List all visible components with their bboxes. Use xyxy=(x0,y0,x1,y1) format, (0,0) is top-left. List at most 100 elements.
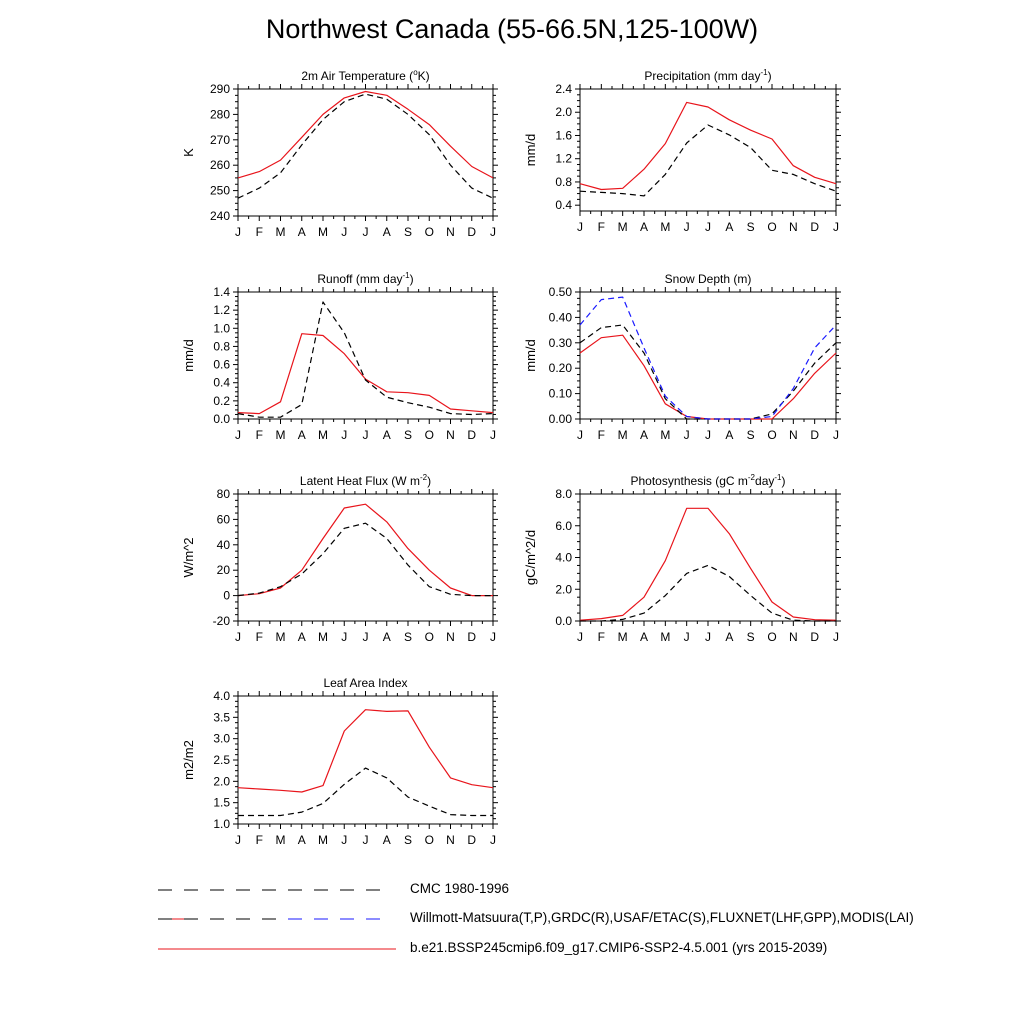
x-tick-label: S xyxy=(747,630,755,644)
series-line-dashed-black xyxy=(238,767,493,817)
page-title: Northwest Canada (55-66.5N,125-100W) xyxy=(265,14,759,44)
x-tick-label: J xyxy=(490,428,496,442)
x-tick-label: A xyxy=(640,220,648,234)
series-line-solid-red xyxy=(237,90,494,179)
plot-frame xyxy=(237,695,494,825)
x-tick-label: A xyxy=(298,428,306,442)
chart-title: Latent Heat Flux (W m-2) xyxy=(300,473,431,488)
x-tick-label: J xyxy=(490,833,496,847)
x-tick-label: O xyxy=(767,428,776,442)
x-tick-label: A xyxy=(298,833,306,847)
x-tick-label: J xyxy=(363,630,369,644)
series-line-dashed-black xyxy=(237,93,494,199)
chart-precipitation-mm-day: J F M A M J J A S O N D J0.40.81.21.62.02.4Precipita… xyxy=(523,68,841,234)
x-tick-label: J xyxy=(684,630,690,644)
y-tick-label: 4.0 xyxy=(555,551,572,565)
plot-frame xyxy=(237,493,494,622)
x-tick-label: O xyxy=(767,220,776,234)
x-tick-label: A xyxy=(725,220,733,234)
x-tick-label: J xyxy=(235,833,241,847)
series-line-solid-red xyxy=(237,333,494,415)
y-tick-label: 0.00 xyxy=(549,412,573,426)
x-tick-label: J xyxy=(577,428,583,442)
x-tick-label: F xyxy=(256,225,263,239)
plot-frame xyxy=(237,88,494,217)
x-tick-label: M xyxy=(660,428,670,442)
y-tick-label: 1.2 xyxy=(213,303,230,317)
chart-title: Photosynthesis (gC m-2day-1) xyxy=(631,473,786,488)
y-tick-label: 260 xyxy=(210,158,230,172)
x-tick-label: D xyxy=(467,428,476,442)
legend-label-cmc: CMC 1980-1996 xyxy=(410,881,510,896)
y-tick-label: 0.10 xyxy=(549,387,573,401)
y-tick-label: 0.8 xyxy=(213,339,230,353)
x-tick-label: A xyxy=(725,428,733,442)
y-axis-label: K xyxy=(181,148,196,157)
x-tick-label: O xyxy=(425,833,434,847)
x-tick-label: O xyxy=(425,225,434,239)
series-line-solid-red xyxy=(579,334,837,420)
x-tick-label: J xyxy=(341,630,347,644)
x-tick-label: J xyxy=(363,428,369,442)
x-tick-label: A xyxy=(298,225,306,239)
x-tick-label: A xyxy=(640,428,648,442)
x-tick-label: A xyxy=(383,225,391,239)
x-tick-label: M xyxy=(276,428,286,442)
series-line-dashed-black xyxy=(237,522,493,597)
x-tick-label: J xyxy=(363,833,369,847)
x-tick-label: M xyxy=(618,220,628,234)
x-tick-label: A xyxy=(640,630,648,644)
x-tick-label: O xyxy=(767,630,776,644)
y-tick-label: 0.20 xyxy=(549,361,573,375)
y-tick-label: 0.6 xyxy=(213,358,230,372)
chart-title: 2m Air Temperature (oK) xyxy=(301,68,429,83)
y-tick-label: 0 xyxy=(223,589,230,603)
y-tick-label: 270 xyxy=(210,133,230,147)
x-tick-label: S xyxy=(404,630,412,644)
y-tick-label: 1.6 xyxy=(555,128,572,142)
y-axis-label: m2/m2 xyxy=(181,740,196,780)
y-tick-label: 3.5 xyxy=(213,710,230,724)
x-tick-label: J xyxy=(490,225,496,239)
plot-frame xyxy=(237,291,494,420)
x-tick-label: J xyxy=(833,630,839,644)
x-tick-label: J xyxy=(235,630,241,644)
x-tick-label: M xyxy=(660,630,670,644)
x-tick-label: O xyxy=(425,630,434,644)
y-tick-label: 2.0 xyxy=(555,105,572,119)
y-tick-label: 250 xyxy=(210,184,230,198)
y-tick-label: 60 xyxy=(217,512,231,526)
legend-line-model xyxy=(158,948,396,950)
plot-frame xyxy=(579,291,837,420)
y-tick-label: 40 xyxy=(217,538,231,552)
x-tick-label: M xyxy=(318,428,328,442)
y-axis-label: W/m^2 xyxy=(181,537,196,577)
y-tick-label: 0.2 xyxy=(213,394,230,408)
x-tick-label: M xyxy=(276,630,286,644)
x-tick-label: M xyxy=(318,630,328,644)
legend-label-model: b.e21.BSSP245cmip6.f09_g17.CMIP6-SSP2-4.… xyxy=(410,940,828,955)
series-line-dashed-black xyxy=(579,124,837,197)
x-tick-label: J xyxy=(705,428,711,442)
x-tick-label: J xyxy=(705,630,711,644)
x-tick-label: D xyxy=(810,630,819,644)
x-tick-label: J xyxy=(341,428,347,442)
x-tick-label: S xyxy=(747,428,755,442)
x-tick-label: A xyxy=(725,630,733,644)
x-tick-label: O xyxy=(425,428,434,442)
series-line-dashed-black xyxy=(579,324,837,420)
x-tick-label: J xyxy=(363,225,369,239)
series-line-solid-red xyxy=(579,507,837,621)
y-tick-label: 0.0 xyxy=(555,614,572,628)
x-tick-label: M xyxy=(618,428,628,442)
x-tick-label: F xyxy=(598,220,605,234)
y-tick-label: 3.0 xyxy=(213,732,230,746)
x-tick-label: J xyxy=(341,833,347,847)
chart-snow-depth-m: J F M A M J J A S O N D J0.000.100.200.300.400.50Sno… xyxy=(523,272,841,442)
y-tick-label: 1.0 xyxy=(213,817,230,831)
chart-runoff-mm-day: J F M A M J J A S O N D J0.00.20.40.60.81.01.21.4Run… xyxy=(181,271,498,442)
x-tick-label: J xyxy=(577,220,583,234)
x-tick-label: J xyxy=(341,225,347,239)
x-tick-label: J xyxy=(235,225,241,239)
y-tick-label: 20 xyxy=(217,563,231,577)
